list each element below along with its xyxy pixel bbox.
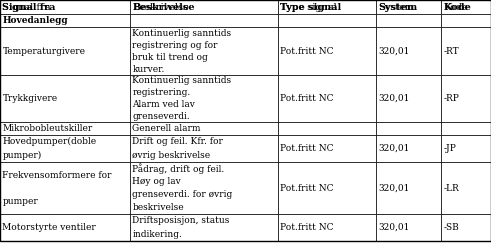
Text: -LR: -LR <box>443 184 459 192</box>
Bar <box>278 75 376 122</box>
Text: -RT: -RT <box>443 46 459 56</box>
Text: indikering.: indikering. <box>133 230 182 239</box>
Text: 320,01: 320,01 <box>379 223 410 232</box>
Text: registrering.: registrering. <box>133 88 191 97</box>
Bar <box>0 27 130 75</box>
Text: Mikrobobleutskiller: Mikrobobleutskiller <box>2 124 93 133</box>
Text: Pådrag, drift og feil.: Pådrag, drift og feil. <box>133 163 225 174</box>
Bar <box>0 135 130 162</box>
Text: Hovedanlegg: Hovedanlegg <box>2 16 68 25</box>
Bar <box>278 162 376 214</box>
Bar <box>0 214 130 241</box>
Bar <box>278 0 376 14</box>
Text: Alarm ved lav: Alarm ved lav <box>133 100 195 109</box>
Text: Trykkgivere: Trykkgivere <box>2 94 57 103</box>
Text: Signal fra: Signal fra <box>2 2 51 12</box>
Bar <box>441 135 491 162</box>
Text: Kode: Kode <box>443 2 468 12</box>
Text: Temperaturgivere: Temperaturgivere <box>2 46 85 56</box>
Text: Motorstyrte ventiler: Motorstyrte ventiler <box>2 223 96 232</box>
Text: 320,01: 320,01 <box>379 184 410 192</box>
Text: Driftsposisjon, status: Driftsposisjon, status <box>133 216 230 225</box>
Text: Pot.fritt NC: Pot.fritt NC <box>280 144 334 153</box>
Bar <box>376 0 441 14</box>
Text: Hovedpumper(doble: Hovedpumper(doble <box>2 137 97 146</box>
Bar <box>0 75 130 122</box>
Bar <box>0 14 130 27</box>
Text: Kontinuerlig sanntids: Kontinuerlig sanntids <box>133 28 232 38</box>
Bar <box>0 122 130 135</box>
Bar <box>278 135 376 162</box>
Text: Beskrivelse: Beskrivelse <box>133 2 195 12</box>
Text: 320,01: 320,01 <box>379 144 410 153</box>
Text: Type signal: Type signal <box>280 2 342 12</box>
Bar <box>130 162 278 214</box>
Text: Pot.fritt NC: Pot.fritt NC <box>280 46 334 56</box>
Text: Beskrivelse: Beskrivelse <box>133 2 190 12</box>
Text: Pot.fritt NC: Pot.fritt NC <box>280 94 334 103</box>
Text: beskrivelse: beskrivelse <box>133 203 184 212</box>
Text: registrering og for: registrering og for <box>133 41 218 49</box>
Text: grenseverdi.: grenseverdi. <box>133 112 190 121</box>
Bar <box>278 214 376 241</box>
Text: grenseverdi. for øvrig: grenseverdi. for øvrig <box>133 190 233 199</box>
Bar <box>441 162 491 214</box>
Text: bruk til trend og: bruk til trend og <box>133 53 208 62</box>
Text: 320,01: 320,01 <box>379 46 410 56</box>
Text: Frekvensomformere for: Frekvensomformere for <box>2 170 112 180</box>
Bar <box>441 122 491 135</box>
Bar <box>441 214 491 241</box>
Text: Type signal: Type signal <box>280 2 337 12</box>
Bar <box>441 27 491 75</box>
Bar <box>130 214 278 241</box>
Text: Drift og feil. Kfr. for: Drift og feil. Kfr. for <box>133 137 223 146</box>
Bar <box>376 162 441 214</box>
Text: Pot.fritt NC: Pot.fritt NC <box>280 223 334 232</box>
Bar <box>278 122 376 135</box>
Text: System: System <box>379 2 418 12</box>
Bar <box>376 214 441 241</box>
Bar <box>130 75 278 122</box>
Text: -JP: -JP <box>443 144 456 153</box>
Bar <box>130 135 278 162</box>
Text: -RP: -RP <box>443 94 460 103</box>
Bar <box>278 27 376 75</box>
Bar <box>278 14 376 27</box>
Text: Høy og lav: Høy og lav <box>133 177 181 186</box>
Bar <box>0 162 130 214</box>
Bar <box>376 75 441 122</box>
Text: -SB: -SB <box>443 223 459 232</box>
Bar <box>376 122 441 135</box>
Text: øvrig beskrivelse: øvrig beskrivelse <box>133 151 211 160</box>
Text: kurver.: kurver. <box>133 64 165 74</box>
Bar <box>441 0 491 14</box>
Bar <box>441 14 491 27</box>
Bar <box>130 122 278 135</box>
Text: Generell alarm: Generell alarm <box>133 124 201 133</box>
Bar <box>376 27 441 75</box>
Text: Kode: Kode <box>443 2 471 12</box>
Bar <box>376 14 441 27</box>
Bar <box>130 14 278 27</box>
Text: Signal fra: Signal fra <box>2 2 56 12</box>
Bar <box>130 27 278 75</box>
Bar <box>130 0 278 14</box>
Bar <box>0 0 130 14</box>
Text: System: System <box>379 2 415 12</box>
Text: pumper: pumper <box>2 197 38 206</box>
Text: Kontinuerlig sanntids: Kontinuerlig sanntids <box>133 76 232 85</box>
Text: pumper): pumper) <box>2 151 42 160</box>
Bar <box>376 135 441 162</box>
Bar <box>441 75 491 122</box>
Text: Pot.fritt NC: Pot.fritt NC <box>280 184 334 192</box>
Text: 320,01: 320,01 <box>379 94 410 103</box>
